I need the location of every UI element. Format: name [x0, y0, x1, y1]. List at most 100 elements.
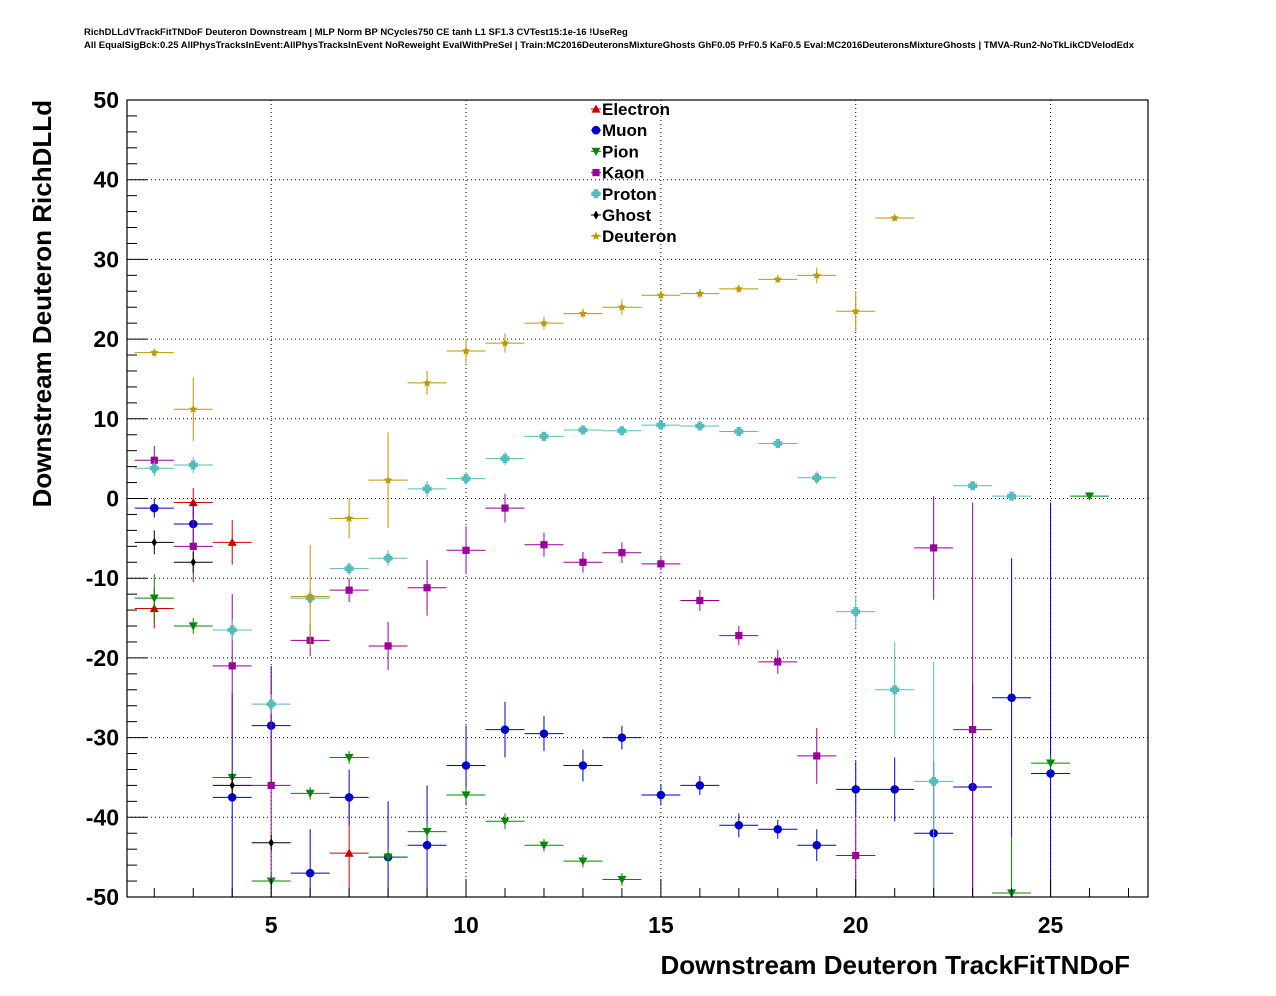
deuteron-data-point: [524, 316, 564, 330]
legend-item-proton: Proton: [591, 185, 657, 204]
muon-marker: [422, 840, 432, 850]
kaon-marker: [774, 658, 782, 666]
deuteron-marker: [656, 290, 666, 299]
muon-data-point: [290, 829, 330, 897]
ghost-marker: [229, 780, 235, 790]
header-line-2: All EqualSigBck:0.25 AllPhysTracksInEven…: [84, 40, 1135, 51]
proton-data-point: [134, 460, 174, 477]
deuteron-data-point: [173, 377, 213, 442]
legend-label-proton: Proton: [602, 185, 657, 204]
proton-marker: [851, 607, 861, 617]
proton-data-point: [758, 439, 798, 449]
kaon-data-point: [797, 728, 837, 784]
legend-marker-kaon: [592, 169, 600, 177]
pion-marker: [422, 828, 432, 837]
muon-data-point: [524, 716, 564, 752]
proton-marker: [422, 484, 432, 494]
kaon-marker: [813, 752, 821, 760]
muon-marker: [344, 793, 354, 802]
kaon-marker: [345, 586, 353, 594]
deuteron-marker: [890, 213, 899, 222]
muon-marker: [461, 761, 471, 770]
pion-marker: [383, 853, 393, 862]
legend-marker-ghost: [593, 210, 599, 220]
deuteron-marker: [539, 318, 549, 327]
kaon-data-point: [485, 493, 525, 523]
kaon-data-point: [563, 551, 603, 573]
header-line-1: RichDLLdVTrackFitTNDoF Deuteron Downstre…: [84, 27, 628, 38]
proton-data-point: [563, 425, 603, 435]
kaon-marker: [852, 851, 860, 860]
kaon-data-point: [446, 526, 486, 575]
y-tick-label: 50: [93, 87, 119, 113]
proton-data-point: [641, 420, 681, 430]
deuteron-data-point: [407, 370, 447, 395]
proton-data-point: [368, 550, 408, 567]
muon-data-point: [680, 775, 720, 795]
deuteron-data-point: [290, 544, 330, 649]
pion-marker: [1046, 759, 1056, 768]
kaon-data-point: [719, 626, 759, 646]
kaon-data-point: [680, 590, 720, 611]
deuteron-marker: [344, 513, 354, 523]
electron-marker: [344, 848, 354, 857]
proton-marker: [929, 776, 939, 786]
pion-marker: [344, 753, 354, 763]
deuteron-marker: [773, 274, 783, 283]
x-tick-label: 15: [648, 912, 674, 938]
legend-marker-muon: [591, 125, 601, 135]
proton-marker: [890, 685, 900, 695]
y-tick-label: -10: [86, 565, 119, 591]
proton-marker: [149, 463, 159, 473]
proton-marker: [539, 431, 549, 441]
pion-marker: [461, 791, 471, 800]
deuteron-marker: [500, 338, 510, 347]
proton-data-point: [680, 421, 720, 431]
muon-data-point: [992, 558, 1032, 838]
ghost-data-point: [251, 834, 291, 851]
proton-marker: [461, 474, 471, 484]
pion-marker: [149, 594, 159, 603]
proton-marker: [500, 454, 510, 464]
kaon-marker: [228, 662, 236, 670]
muon-data-point: [641, 784, 681, 806]
pion-data-point: [173, 618, 213, 634]
muon-marker: [890, 785, 899, 794]
legend-item-kaon: Kaon: [591, 164, 645, 183]
proton-marker: [227, 625, 237, 635]
deuteron-marker: [150, 348, 159, 357]
y-axis-title: Downstream Deuteron RichDLLd: [27, 100, 57, 507]
pion-data-point: [407, 823, 447, 840]
deuteron-marker: [851, 306, 860, 315]
legend-marker-proton: [591, 189, 601, 199]
deuteron-data-point: [797, 267, 837, 284]
kaon-data-point: [953, 502, 993, 897]
series-muon: [134, 498, 1071, 897]
proton-data-point: [329, 562, 369, 576]
kaon-marker: [579, 558, 587, 566]
muon-marker: [617, 733, 627, 742]
kaon-data-point: [368, 622, 408, 670]
x-tick-label: 10: [453, 912, 479, 938]
pion-data-point: [446, 787, 486, 803]
pion-marker: [1085, 492, 1095, 501]
muon-marker: [734, 820, 744, 830]
proton-data-point: [719, 427, 759, 437]
x-tick-label: 5: [265, 912, 278, 938]
proton-data-point: [524, 431, 564, 442]
muon-marker: [578, 761, 588, 770]
kaon-data-point: [212, 594, 252, 738]
muon-data-point: [446, 725, 486, 806]
deuteron-marker: [189, 404, 198, 413]
muon-data-point: [797, 829, 837, 862]
electron-marker: [188, 497, 198, 507]
muon-marker: [812, 840, 822, 850]
kaon-marker: [189, 542, 197, 550]
proton-data-point: [836, 595, 876, 628]
muon-marker: [1046, 769, 1055, 778]
y-tick-label: 20: [93, 326, 119, 352]
series-kaon: [134, 445, 993, 897]
proton-marker: [578, 425, 588, 435]
